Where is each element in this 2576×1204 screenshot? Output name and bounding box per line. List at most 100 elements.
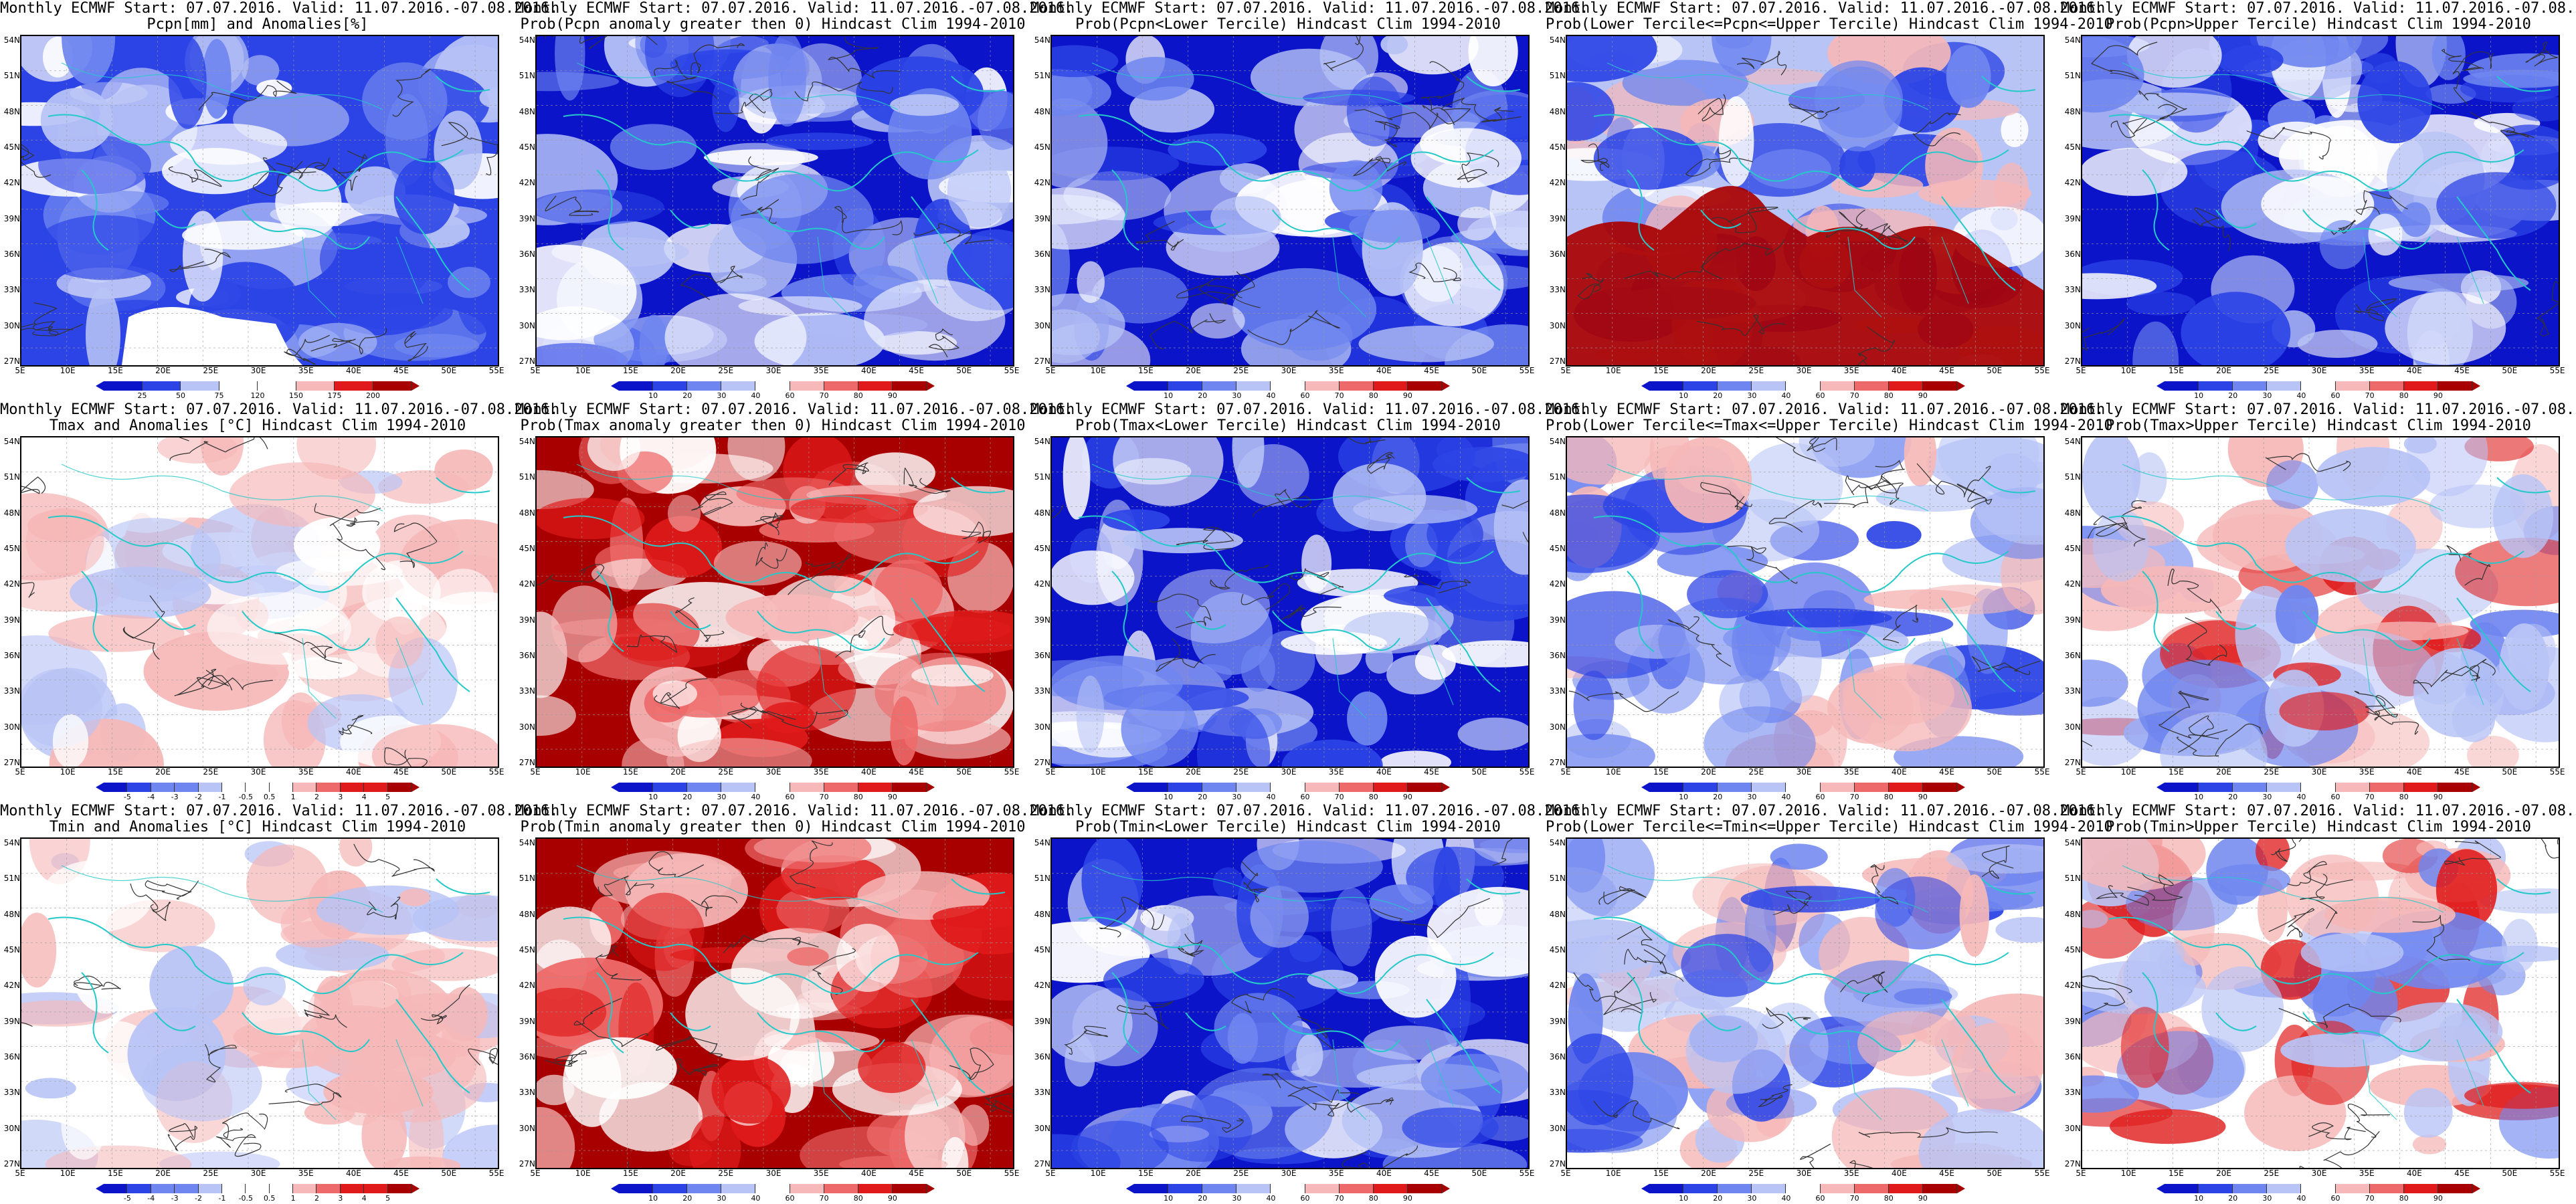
lat-tick-label: 45N bbox=[2064, 945, 2081, 955]
field-patch bbox=[1307, 969, 1358, 989]
lat-tick-label: 27N bbox=[1034, 758, 1050, 767]
lon-tick-label: 35E bbox=[2359, 366, 2375, 375]
contour-line bbox=[167, 1123, 198, 1152]
colorbar-segment bbox=[1888, 381, 1923, 391]
lat-tick-label: 51N bbox=[1549, 472, 1566, 482]
panel-title-line2: Prob(Lower Tercile<=Tmin<=Upper Tercile)… bbox=[1546, 819, 2113, 835]
colorbar-segment bbox=[1373, 381, 1408, 391]
colorbar-tick-label: 90 bbox=[2433, 391, 2443, 400]
colorbar-tick-label: 90 bbox=[887, 391, 897, 400]
field-patch bbox=[1843, 665, 1972, 752]
contour-line bbox=[2452, 51, 2494, 104]
contour-line bbox=[2525, 41, 2558, 67]
contour-line bbox=[794, 81, 893, 102]
field-patch bbox=[25, 1078, 76, 1099]
lat-tick-label: 30N bbox=[3, 1123, 20, 1133]
colorbar bbox=[1126, 1184, 1450, 1193]
field-patch bbox=[875, 653, 1006, 732]
field-patch bbox=[1951, 1022, 2043, 1114]
lat-tick-label: 42N bbox=[2064, 178, 2081, 188]
lat-tick-label: 51N bbox=[1034, 472, 1050, 482]
lon-tick-label: 30E bbox=[250, 366, 266, 375]
lon-tick-label: 50E bbox=[2502, 767, 2518, 777]
map-field bbox=[21, 36, 498, 365]
lon-tick-label: 15E bbox=[107, 1169, 123, 1178]
colorbar-tick-label: 40 bbox=[1266, 793, 1276, 801]
lat-tick-label: 54N bbox=[3, 35, 20, 45]
lat-tick-label: 54N bbox=[2064, 35, 2081, 45]
field-patch bbox=[1052, 68, 1111, 116]
panel-title-line2: Prob(Lower Tercile<=Pcpn<=Upper Tercile)… bbox=[1546, 16, 2113, 33]
lon-tick-label: 10E bbox=[2120, 1169, 2136, 1178]
field-patch bbox=[2266, 460, 2318, 509]
colorbar-tick-label: 75 bbox=[214, 391, 224, 400]
colorbar-segment bbox=[1683, 1184, 1718, 1193]
lat-tick-label: 42N bbox=[1549, 579, 1566, 589]
lon-tick-label: 30E bbox=[1796, 1169, 1812, 1178]
colorbar-segment bbox=[858, 1184, 893, 1193]
lat-tick-label: 54N bbox=[1549, 35, 1566, 45]
field-patch bbox=[1052, 187, 1126, 250]
colorbar-segment bbox=[175, 783, 199, 792]
field-patch bbox=[2082, 696, 2148, 767]
colorbar-tick-label: 90 bbox=[1402, 391, 1412, 400]
colorbar-segment bbox=[790, 1184, 824, 1193]
field-patch bbox=[745, 839, 872, 870]
contour-line bbox=[2287, 861, 2353, 886]
map-frame bbox=[1566, 35, 2045, 367]
colorbar-arrow-right bbox=[2472, 783, 2480, 792]
lat-tick-label: 33N bbox=[1034, 686, 1050, 696]
map-panel: Monthly ECMWF Start: 07.07.2016. Valid: … bbox=[1546, 401, 2113, 803]
contour-line bbox=[1916, 463, 1991, 498]
lat-tick-label: 48N bbox=[3, 106, 20, 116]
field-patch bbox=[2288, 630, 2436, 711]
field-patch bbox=[870, 918, 964, 998]
field-patch bbox=[2082, 660, 2128, 707]
colorbar-segment bbox=[790, 381, 824, 391]
field-patch bbox=[1904, 437, 1937, 487]
colorbar-arrow-right bbox=[1957, 783, 1965, 792]
colorbar-tick-label: 0.5 bbox=[263, 1194, 276, 1203]
lon-tick-label: 20E bbox=[1701, 1169, 1717, 1178]
colorbar-segment bbox=[721, 1184, 756, 1193]
contour-line bbox=[1603, 977, 1657, 1015]
panel-title-line2: Prob(Pcpn<Lower Tercile) Hindcast Clim 1… bbox=[1075, 16, 1501, 33]
field-patch bbox=[1946, 45, 1991, 108]
field-patch bbox=[2126, 36, 2222, 88]
colorbar-segment bbox=[269, 783, 294, 792]
field-patch bbox=[2082, 437, 2141, 520]
contour-line bbox=[2093, 500, 2146, 531]
field-patch bbox=[1281, 739, 1383, 767]
lat-tick-label: 45N bbox=[1034, 544, 1050, 553]
coastline bbox=[2108, 477, 2551, 692]
contour-line bbox=[1252, 489, 1311, 517]
colorbar-tick-label: 120 bbox=[250, 391, 265, 400]
colorbar-segment bbox=[1683, 783, 1718, 792]
colorbar-tick-label: 90 bbox=[887, 1194, 897, 1203]
panel-title-line2: Prob(Tmin<Lower Tercile) Hindcast Clim 1… bbox=[1075, 819, 1501, 835]
field-patch bbox=[2120, 1007, 2169, 1088]
colorbar-segment bbox=[1305, 783, 1340, 792]
field-patch bbox=[1077, 261, 1105, 303]
colorbar-arrow-left bbox=[1126, 783, 1134, 792]
colorbar-arrow-left bbox=[1641, 381, 1649, 391]
lat-tick-label: 33N bbox=[2064, 686, 2081, 696]
contour-line bbox=[392, 68, 431, 117]
panel-title-line2: Prob(Tmax>Upper Tercile) Hindcast Clim 1… bbox=[2106, 417, 2531, 434]
colorbar-tick-label: 150 bbox=[289, 391, 303, 400]
panel-title-line2: Prob(Tmax<Lower Tercile) Hindcast Clim 1… bbox=[1075, 417, 1501, 434]
field-patch bbox=[1427, 886, 1528, 977]
colorbar-segment bbox=[619, 381, 654, 391]
field-patch bbox=[2501, 918, 2538, 973]
lat-tick-label: 54N bbox=[1034, 838, 1050, 847]
colorbar bbox=[1126, 783, 1450, 792]
colorbar-segment bbox=[104, 783, 128, 792]
contour-line bbox=[1700, 482, 1752, 510]
colorbar-segment bbox=[1786, 381, 1821, 391]
lon-tick-label: 50E bbox=[441, 366, 457, 375]
contour-line bbox=[1347, 437, 1392, 444]
lon-tick-label: 45E bbox=[1424, 767, 1440, 777]
colorbar-segment bbox=[2165, 783, 2199, 792]
contour-line bbox=[537, 564, 605, 586]
colorbar-tick-label: 40 bbox=[1781, 793, 1791, 801]
